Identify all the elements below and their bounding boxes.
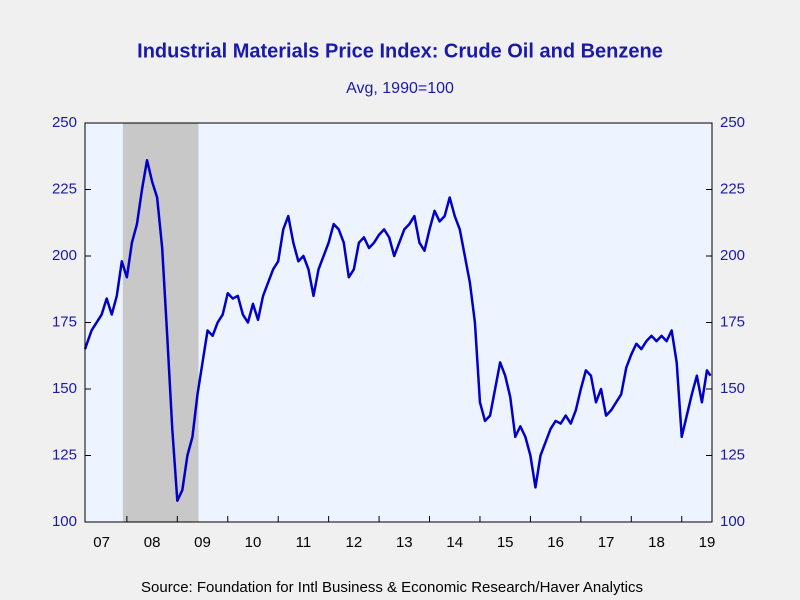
- y-tick-label: 100: [52, 513, 77, 530]
- y2-tick-label: 200: [720, 247, 745, 264]
- x-tick-label: 15: [497, 534, 514, 551]
- chart-subtitle: Avg, 1990=100: [346, 80, 454, 97]
- x-tick-label: 16: [547, 534, 564, 551]
- x-tick-label: 14: [446, 534, 463, 551]
- y2-tick-label: 100: [720, 513, 745, 530]
- x-tick-label: 12: [346, 534, 363, 551]
- y-tick-label: 200: [52, 247, 77, 264]
- y-tick-label: 150: [52, 380, 77, 397]
- y2-tick-label: 150: [720, 380, 745, 397]
- plot-frame: [84, 122, 713, 523]
- x-tick-label: 09: [194, 534, 211, 551]
- x-tick-label: 11: [296, 534, 312, 551]
- chart-title: Industrial Materials Price Index: Crude …: [137, 40, 663, 62]
- y2-tick-label: 250: [720, 114, 745, 131]
- x-tick-label: 10: [245, 534, 262, 551]
- x-tick-label: 18: [648, 534, 665, 551]
- x-tick-label: 08: [144, 534, 161, 551]
- y2-tick-label: 175: [720, 313, 745, 330]
- source-note: Source: Foundation for Intl Business & E…: [141, 579, 643, 596]
- x-tick-label: 17: [598, 534, 615, 551]
- x-tick-label: 13: [396, 534, 413, 551]
- y-tick-label: 175: [52, 313, 77, 330]
- x-tick-label: 07: [93, 534, 110, 551]
- y-tick-label: 125: [52, 446, 77, 463]
- data-line: [83, 158, 712, 502]
- y-tick-label: 250: [52, 114, 77, 131]
- y-tick-label: 225: [52, 180, 77, 197]
- x-tick-label: 19: [699, 534, 716, 551]
- y2-tick-label: 125: [720, 446, 745, 463]
- y2-tick-label: 225: [720, 180, 745, 197]
- recession-shade: [122, 123, 199, 522]
